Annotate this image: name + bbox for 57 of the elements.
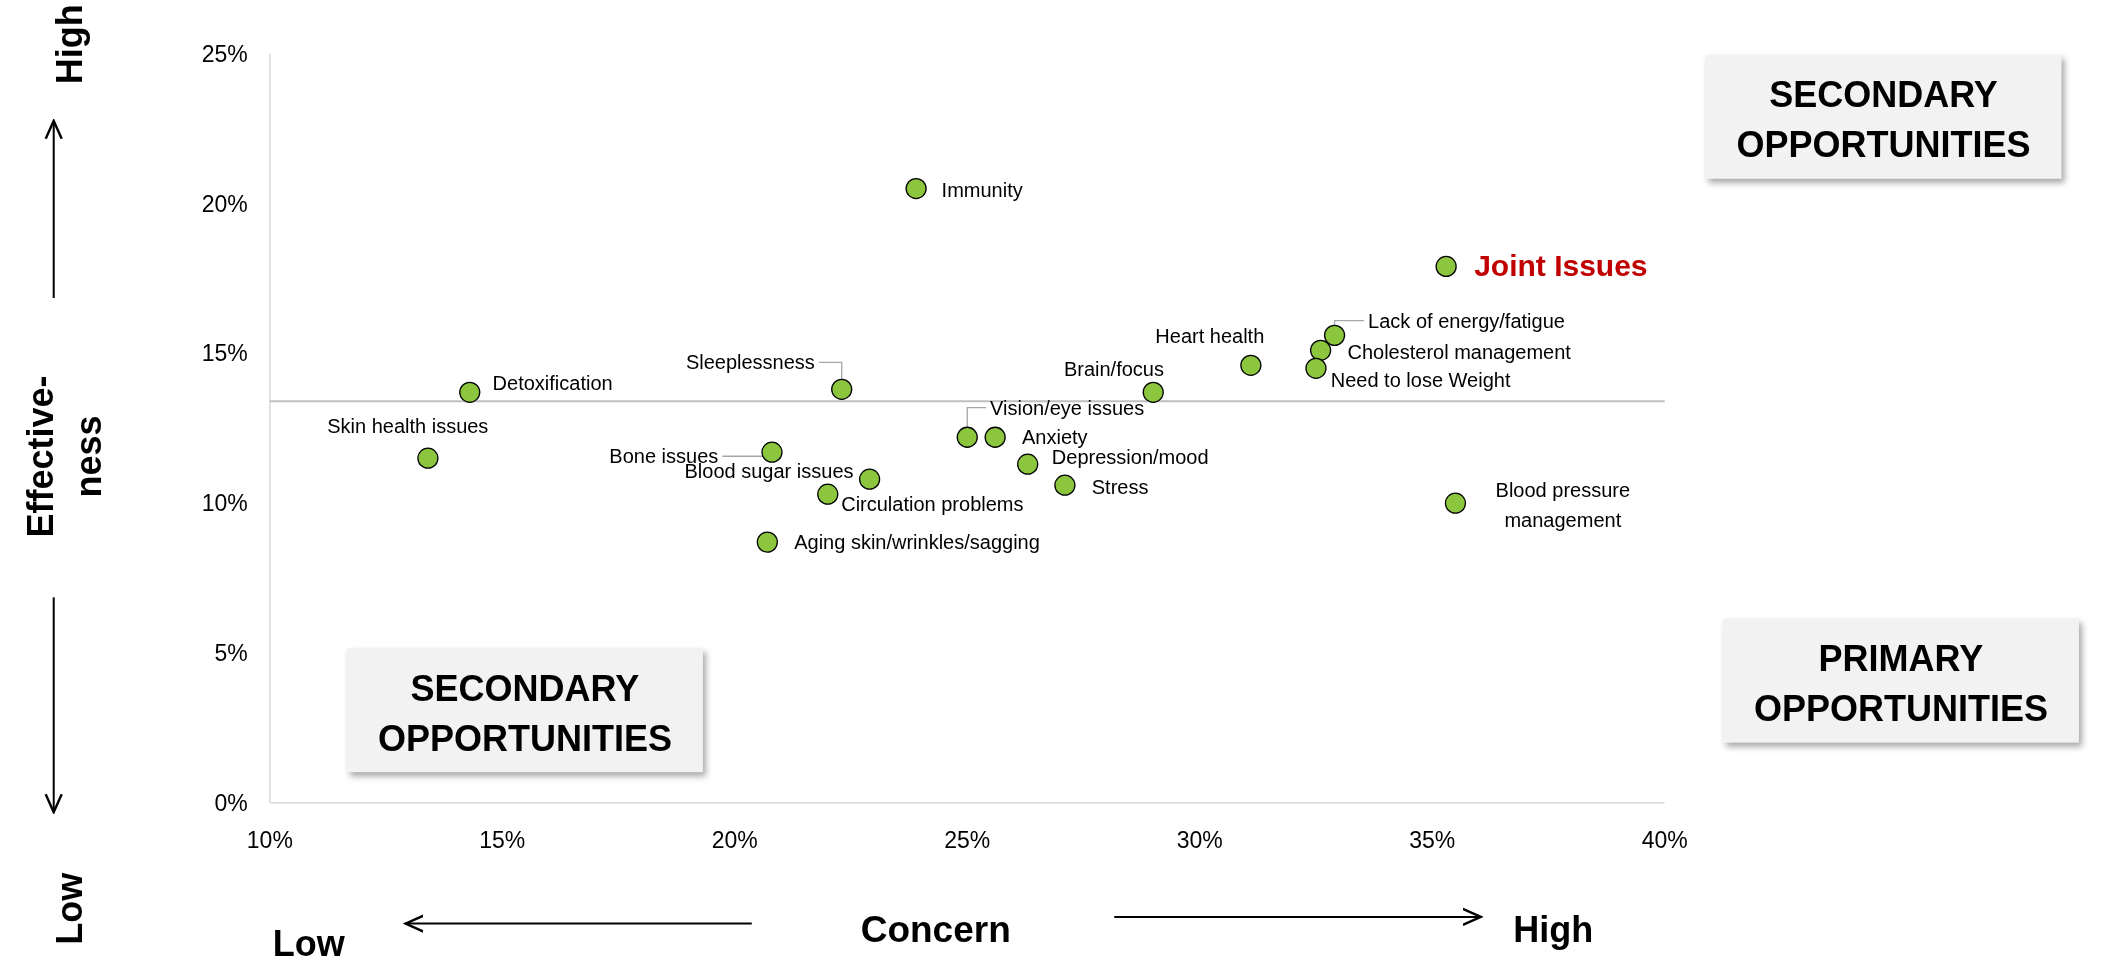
x-tick-label: 40% [1641, 826, 1688, 853]
point [1444, 492, 1467, 514]
point [858, 468, 881, 490]
y-axis-title: Effective-ness [19, 375, 110, 538]
y-tick-label: 20% [201, 190, 248, 217]
point [817, 483, 839, 505]
annotation: Aging skin/wrinkles/sagging [794, 531, 1040, 554]
point [417, 447, 439, 469]
x-tick-label: 10% [246, 826, 293, 853]
annotation: SECONDARY OPPORTUNITIES [377, 667, 672, 759]
x-tick-label: 35% [1409, 826, 1456, 853]
y-tick-label: 5% [214, 640, 248, 667]
point [459, 381, 481, 403]
y-tick-label: 0% [214, 789, 248, 816]
text: High [1513, 908, 1594, 950]
annotation: Sleeplessness [685, 351, 815, 374]
y-tick-label: 25% [201, 40, 248, 67]
y-tick-label: 15% [201, 340, 248, 367]
point [1054, 474, 1076, 496]
point [1435, 255, 1457, 278]
point [1240, 354, 1262, 376]
annotation: Blood pressure management [1495, 478, 1631, 531]
annotation: Vision/eye issues [990, 396, 1145, 419]
annotation: Skin health issues [327, 414, 489, 437]
annotation: Need to lose Weight [1330, 369, 1511, 392]
x-tick-label: 30% [1176, 826, 1223, 853]
text: High [49, 4, 91, 85]
text: Low [272, 923, 346, 965]
series-label: Joint Issues [1474, 249, 1648, 283]
x-tick-label: 15% [479, 826, 526, 853]
point [1142, 381, 1164, 403]
point [984, 426, 1006, 448]
point [1305, 357, 1327, 379]
annotation: Lack of energy/fatigue [1368, 309, 1565, 332]
x-tick-label: 20% [711, 826, 758, 853]
point [761, 441, 783, 463]
point [1323, 324, 1346, 346]
annotation: Anxiety [1022, 426, 1088, 449]
annotation: Circulation problems [841, 492, 1024, 515]
annotation: Immunity [941, 178, 1023, 201]
annotation: Brain/focus [1063, 358, 1164, 381]
x-axis-title: Concern [860, 908, 1011, 950]
point [756, 531, 778, 553]
text: SECONDARY OPPORTUNITIES [1736, 74, 2031, 166]
annotation: Cholesterol management [1347, 340, 1572, 363]
annotation: Stress [1091, 475, 1149, 498]
annotation: Heart health [1155, 324, 1265, 347]
point [905, 177, 927, 200]
y-tick-label: 10% [201, 490, 248, 517]
point [956, 426, 978, 448]
text: Low [49, 871, 91, 945]
x-tick-label: 25% [944, 826, 991, 853]
point [1309, 339, 1332, 361]
text: PRIMARY OPPORTUNITIES [1753, 638, 2048, 730]
point [1017, 453, 1039, 475]
annotation: Detoxification [492, 371, 613, 394]
point [831, 378, 853, 400]
